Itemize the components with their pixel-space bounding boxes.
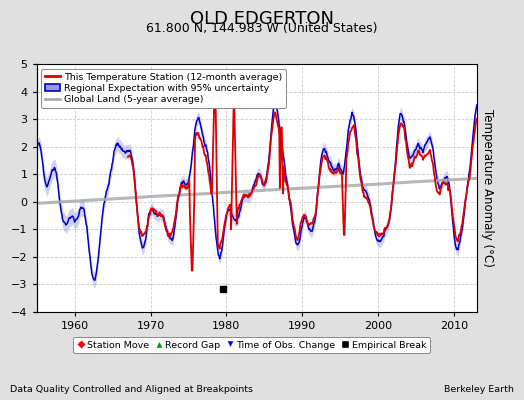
Text: OLD EDGERTON: OLD EDGERTON (190, 10, 334, 28)
Legend: This Temperature Station (12-month average), Regional Expectation with 95% uncer: This Temperature Station (12-month avera… (41, 69, 286, 108)
Y-axis label: Temperature Anomaly (°C): Temperature Anomaly (°C) (481, 109, 494, 267)
Text: 61.800 N, 144.983 W (United States): 61.800 N, 144.983 W (United States) (146, 22, 378, 35)
Legend: Station Move, Record Gap, Time of Obs. Change, Empirical Break: Station Move, Record Gap, Time of Obs. C… (73, 337, 430, 353)
Text: Data Quality Controlled and Aligned at Breakpoints: Data Quality Controlled and Aligned at B… (10, 385, 254, 394)
Text: Berkeley Earth: Berkeley Earth (444, 385, 514, 394)
